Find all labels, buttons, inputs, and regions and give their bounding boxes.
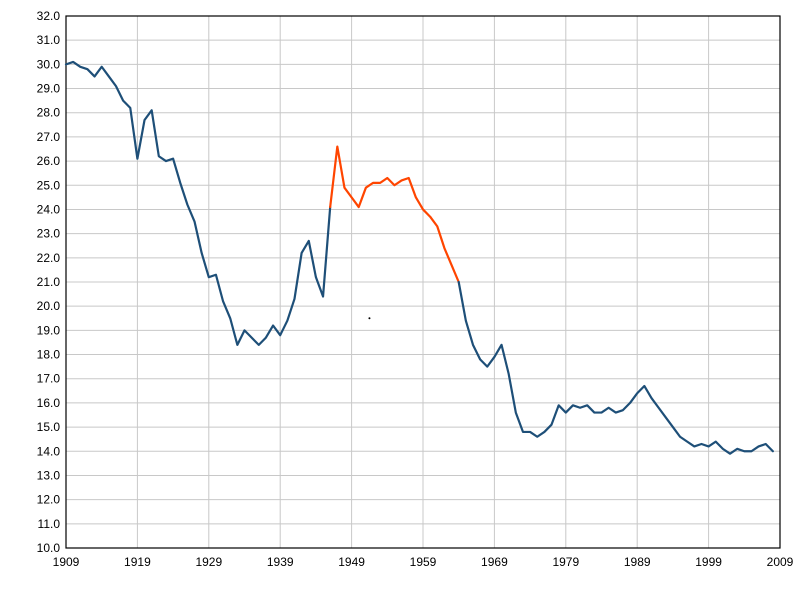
y-tick-label: 11.0 xyxy=(38,517,61,531)
y-tick-label: 14.0 xyxy=(37,444,61,458)
y-tick-label: 20.0 xyxy=(37,299,61,313)
grid xyxy=(66,16,780,548)
y-tick-label: 24.0 xyxy=(37,202,61,216)
x-tick-label: 1989 xyxy=(624,555,651,569)
chart-svg: 10.0 11.0 12.0 13.0 14.0 15.0 16.0 17.0 18.0 19.0… xyxy=(0,0,795,599)
x-tick-label: 2009 xyxy=(767,555,794,569)
y-tick-label: 26.0 xyxy=(37,154,61,168)
series-segment-b xyxy=(330,147,459,282)
y-tick-label: 25.0 xyxy=(37,178,61,192)
y-tick-label: 31.0 xyxy=(37,33,61,47)
x-tick-label: 1929 xyxy=(195,555,222,569)
y-tick-label: 13.0 xyxy=(37,468,61,482)
x-tick-label: 1969 xyxy=(481,555,508,569)
y-tick-label: 16.0 xyxy=(37,396,61,410)
x-tick-label: 1959 xyxy=(410,555,437,569)
y-tick-label: 21.0 xyxy=(37,275,61,289)
y-tick-label: 23.0 xyxy=(37,227,61,241)
y-tick-label: 32.0 xyxy=(37,9,61,23)
y-tick-label: 29.0 xyxy=(37,82,61,96)
y-tick-label: 12.0 xyxy=(37,493,61,507)
x-tick-label: 1949 xyxy=(338,555,365,569)
x-axis-labels: 1909 1919 1929 1939 1949 1959 1969 1979 1989 1999… xyxy=(53,555,794,569)
y-tick-label: 19.0 xyxy=(37,323,61,337)
x-tick-label: 1919 xyxy=(124,555,151,569)
x-tick-label: 1979 xyxy=(552,555,579,569)
x-tick-label: 1939 xyxy=(267,555,294,569)
y-tick-label: 30.0 xyxy=(37,57,61,71)
marker-point xyxy=(368,317,370,319)
series-segment-c xyxy=(459,282,773,454)
y-tick-label: 27.0 xyxy=(37,130,61,144)
y-axis-labels: 10.0 11.0 12.0 13.0 14.0 15.0 16.0 17.0 18.0 19.0… xyxy=(37,9,61,555)
y-tick-label: 18.0 xyxy=(37,348,61,362)
series-segment-a xyxy=(66,62,330,345)
y-tick-label: 28.0 xyxy=(37,106,61,120)
x-tick-label: 1999 xyxy=(695,555,722,569)
y-tick-label: 22.0 xyxy=(37,251,61,265)
y-tick-label: 10.0 xyxy=(37,541,61,555)
line-chart: 10.0 11.0 12.0 13.0 14.0 15.0 16.0 17.0 18.0 19.0… xyxy=(0,0,795,599)
y-tick-label: 17.0 xyxy=(37,372,61,386)
x-tick-label: 1909 xyxy=(53,555,80,569)
y-tick-label: 15.0 xyxy=(37,420,61,434)
